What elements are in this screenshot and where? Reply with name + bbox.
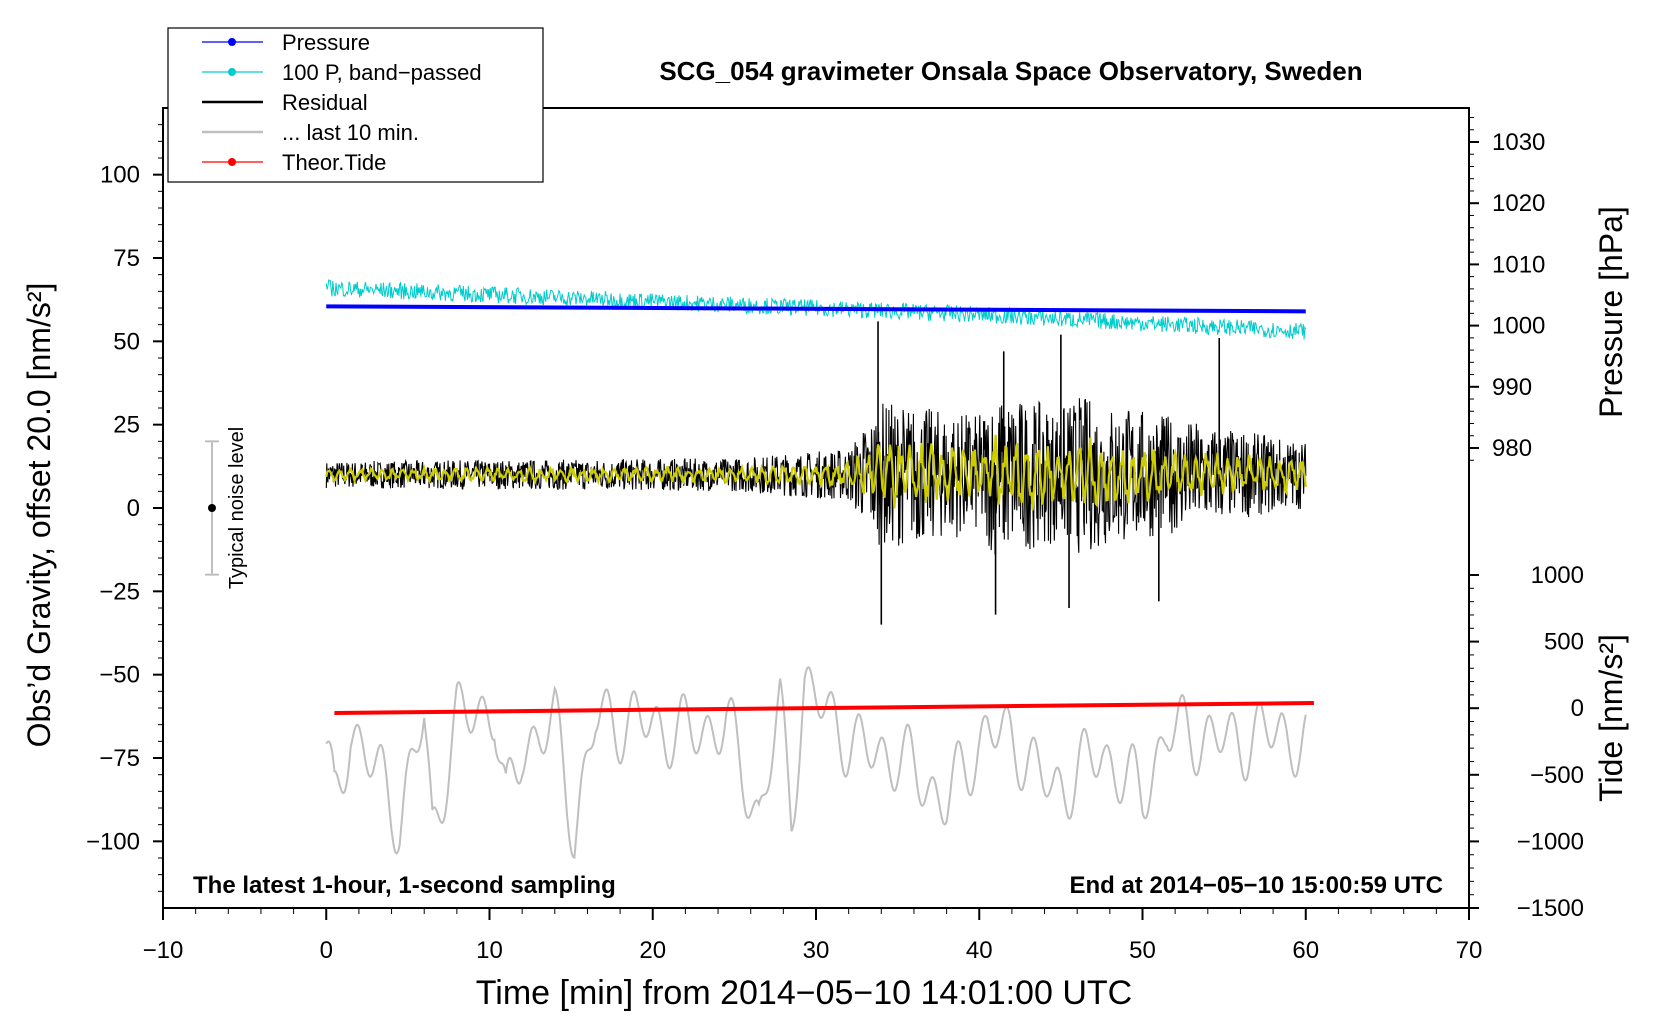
tide-line <box>334 701 1314 715</box>
y-axis-ticks: 100 75 50 25 0 −25 −50 −75 −100 <box>86 124 163 892</box>
pressure-axis-label: Pressure [hPa] <box>1593 206 1629 418</box>
pressure-tick-label: 1030 <box>1492 129 1545 156</box>
y-tick-label: −75 <box>99 745 140 772</box>
noise-bar-center <box>207 504 216 512</box>
legend-box <box>167 27 544 183</box>
last-10-min-line <box>325 666 1307 860</box>
band-passed-pressure-series <box>325 279 1307 340</box>
chart-title: SCG_054 gravimeter Onsala Space Observat… <box>659 56 1362 86</box>
tide-tick-label: −500 <box>1530 762 1584 789</box>
legend-label: Pressure <box>282 30 370 55</box>
tide-tick-label: 0 <box>1571 695 1584 722</box>
pressure-axis-ticks: 1030 1020 1010 1000 990 980 <box>1469 117 1545 462</box>
tide-axis-ticks: 1000 500 0 −500 −1000 −1500 <box>1469 562 1584 922</box>
y-axis-label: Obs’d Gravity, offset 20.0 [nm/s²] <box>21 283 57 748</box>
pressure-series <box>326 304 1306 314</box>
y-tick-label: 100 <box>100 162 140 189</box>
y-tick-label: 25 <box>113 412 140 439</box>
pressure-tick-label: 1010 <box>1492 251 1545 278</box>
legend-label: ... last 10 min. <box>282 120 419 145</box>
pressure-tick-label: 1000 <box>1492 313 1545 340</box>
legend-label: 100 P, band−passed <box>282 60 482 85</box>
x-axis-label: Time [min] from 2014−05−10 14:01:00 UTC <box>476 974 1132 1012</box>
x-tick-label: 40 <box>966 937 993 964</box>
y-tick-label: −25 <box>99 578 140 605</box>
y-tick-label: 50 <box>113 328 140 355</box>
legend-label: Residual <box>282 90 368 115</box>
pressure-tick-label: 1020 <box>1492 190 1545 217</box>
last-10-min-series <box>325 666 1307 860</box>
x-tick-label: 60 <box>1292 937 1319 964</box>
residual-series <box>325 321 1307 625</box>
noise-level-label: Typical noise level <box>226 427 248 589</box>
x-tick-label: −10 <box>143 937 184 964</box>
y-tick-label: 75 <box>113 245 140 272</box>
legend: Pressure 100 P, band−passed Residual ... la… <box>167 27 544 183</box>
y-tick-label: −100 <box>86 828 140 855</box>
x-tick-label: 0 <box>320 937 333 964</box>
residual-line <box>325 398 1307 555</box>
legend-marker <box>228 68 236 76</box>
tide-tick-label: −1000 <box>1517 828 1584 855</box>
x-axis-ticks: −10 0 10 20 30 40 50 60 70 <box>143 908 1483 964</box>
end-time-annotation: End at 2014−05−10 15:00:59 UTC <box>1069 872 1443 899</box>
y-tick-label: −50 <box>99 662 140 689</box>
sampling-annotation: The latest 1-hour, 1-second sampling <box>193 872 616 899</box>
band-passed-line <box>325 279 1307 340</box>
x-tick-label: 20 <box>639 937 666 964</box>
x-tick-label: 30 <box>803 937 830 964</box>
x-tick-label: 70 <box>1456 937 1483 964</box>
tide-axis-label: Tide [nm/s²] <box>1593 634 1629 802</box>
x-tick-label: 10 <box>476 937 503 964</box>
smoothed-residual-series <box>325 434 1307 511</box>
tide-tick-label: 1000 <box>1531 562 1584 589</box>
tide-tick-label: 500 <box>1544 629 1584 656</box>
tide-tick-label: −1500 <box>1517 895 1584 922</box>
y-tick-label: 0 <box>127 495 140 522</box>
pressure-tick-label: 990 <box>1492 374 1532 401</box>
theoretical-tide-series <box>334 701 1314 715</box>
pressure-tick-label: 980 <box>1492 435 1532 462</box>
legend-label: Theor.Tide <box>282 150 386 175</box>
x-tick-label: 50 <box>1129 937 1156 964</box>
noise-level-indicator: Typical noise level <box>204 427 248 589</box>
legend-marker <box>228 158 236 166</box>
legend-marker <box>228 38 236 46</box>
smoothed-residual-line <box>325 434 1307 511</box>
pressure-line <box>326 304 1306 314</box>
